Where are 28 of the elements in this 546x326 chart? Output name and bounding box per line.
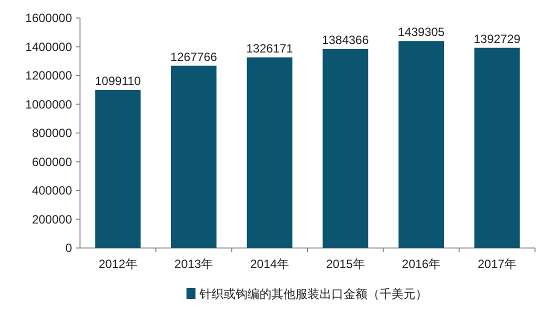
y-tick-label: 400000 (32, 184, 72, 198)
y-tick-label: 1000000 (25, 97, 72, 112)
x-tick-label: 2017年 (478, 257, 516, 271)
x-tick-label: 2012年 (98, 257, 138, 271)
y-tick-label: 1200000 (25, 68, 72, 82)
data-label: 1439305 (398, 25, 445, 40)
y-tick-label: 1600000 (25, 11, 72, 25)
bar (474, 48, 520, 248)
x-tick-label: 2013年 (174, 257, 214, 271)
bar (398, 41, 444, 248)
data-label: 1392729 (474, 32, 521, 46)
data-label: 1267766 (170, 50, 218, 64)
y-tick-label: 600000 (32, 154, 72, 169)
bar (322, 48, 368, 248)
data-label: 1384366 (322, 32, 370, 47)
data-label: 1099110 (95, 74, 142, 88)
x-tick-label: 2016年 (402, 257, 441, 271)
y-tick-label: 0 (65, 241, 72, 255)
bar (246, 57, 292, 248)
y-tick-label: 800000 (32, 126, 72, 140)
legend-label: 针织或钩编的其他服装出口金额（千美元） (198, 287, 428, 301)
y-tick-label: 200000 (32, 212, 72, 226)
x-tick-label: 2015年 (326, 257, 365, 271)
x-tick-label: 2014年 (250, 257, 289, 271)
bar (171, 66, 216, 248)
y-tick-label: 1400000 (25, 40, 72, 54)
bar (95, 90, 141, 248)
data-label: 1326171 (246, 41, 294, 56)
